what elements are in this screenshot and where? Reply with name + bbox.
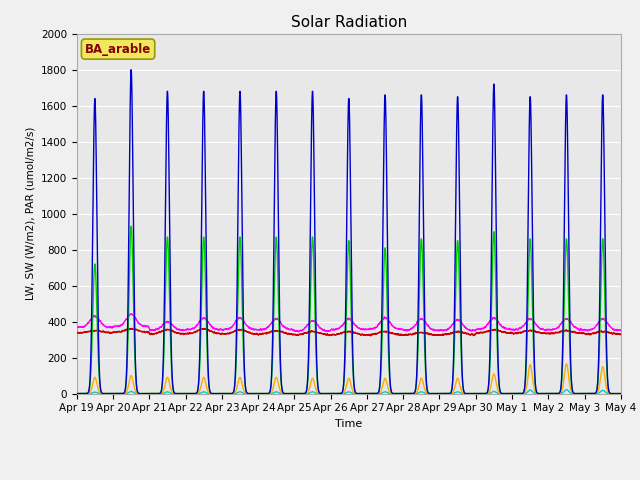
SW_out bbox=[617, 391, 625, 396]
PAR_out bbox=[471, 391, 479, 396]
Line: LW_out: LW_out bbox=[77, 314, 621, 332]
X-axis label: Time: Time bbox=[335, 419, 362, 429]
LW_out bbox=[329, 327, 337, 333]
PAR_out bbox=[563, 387, 570, 393]
Line: PAR_in: PAR_in bbox=[77, 70, 621, 394]
PAR_out bbox=[440, 391, 448, 396]
LW_in bbox=[616, 331, 624, 336]
Line: LW_in: LW_in bbox=[77, 328, 621, 336]
PAR_in bbox=[617, 391, 625, 396]
SW_out bbox=[563, 361, 570, 367]
SW_out bbox=[328, 391, 336, 396]
SW_in bbox=[441, 391, 449, 396]
PAR_in bbox=[471, 391, 479, 396]
PAR_in bbox=[127, 67, 135, 72]
SW_out bbox=[73, 391, 81, 396]
SW_in bbox=[329, 391, 337, 396]
SW_out bbox=[440, 391, 448, 396]
SW_in bbox=[127, 223, 135, 229]
Legend: LW_in, LW_out, PAR_in, PAR_out, SW_in, SW_out: LW_in, LW_out, PAR_in, PAR_out, SW_in, S… bbox=[130, 476, 568, 480]
LW_out bbox=[294, 329, 302, 335]
Line: SW_out: SW_out bbox=[77, 364, 621, 394]
SW_in bbox=[471, 391, 479, 396]
Line: PAR_out: PAR_out bbox=[77, 390, 621, 394]
PAR_in bbox=[502, 391, 509, 396]
PAR_out bbox=[328, 391, 336, 396]
LW_out bbox=[73, 324, 81, 330]
PAR_out bbox=[616, 391, 624, 396]
PAR_in bbox=[171, 390, 179, 396]
LW_out bbox=[616, 327, 624, 333]
SW_out bbox=[616, 391, 624, 396]
LW_out bbox=[171, 324, 179, 330]
LW_in bbox=[171, 330, 179, 336]
PAR_in bbox=[616, 391, 624, 396]
PAR_in bbox=[441, 391, 449, 396]
Line: SW_in: SW_in bbox=[77, 226, 621, 394]
PAR_in bbox=[73, 391, 81, 396]
SW_in bbox=[616, 391, 624, 396]
SW_out bbox=[171, 391, 179, 396]
LW_in bbox=[502, 329, 509, 335]
SW_out bbox=[502, 391, 509, 396]
SW_in bbox=[617, 391, 625, 396]
SW_in bbox=[73, 391, 81, 396]
PAR_out bbox=[502, 391, 509, 396]
LW_in bbox=[129, 325, 137, 331]
SW_in bbox=[502, 391, 509, 396]
LW_in bbox=[367, 333, 374, 339]
PAR_in bbox=[329, 391, 337, 396]
LW_in bbox=[329, 331, 337, 337]
PAR_out bbox=[617, 391, 625, 396]
SW_out bbox=[471, 391, 479, 396]
PAR_out bbox=[171, 391, 179, 396]
PAR_out bbox=[73, 391, 81, 396]
LW_in bbox=[73, 330, 81, 336]
LW_out bbox=[441, 327, 449, 333]
SW_in bbox=[171, 390, 179, 396]
LW_out bbox=[471, 327, 479, 333]
LW_in bbox=[441, 332, 449, 337]
LW_in bbox=[471, 331, 479, 337]
Title: Solar Radiation: Solar Radiation bbox=[291, 15, 407, 30]
LW_out bbox=[128, 311, 136, 317]
LW_out bbox=[617, 327, 625, 333]
LW_in bbox=[617, 332, 625, 337]
Y-axis label: LW, SW (W/m2), PAR (umol/m2/s): LW, SW (W/m2), PAR (umol/m2/s) bbox=[25, 127, 35, 300]
LW_out bbox=[502, 325, 509, 331]
Text: BA_arable: BA_arable bbox=[85, 43, 151, 56]
